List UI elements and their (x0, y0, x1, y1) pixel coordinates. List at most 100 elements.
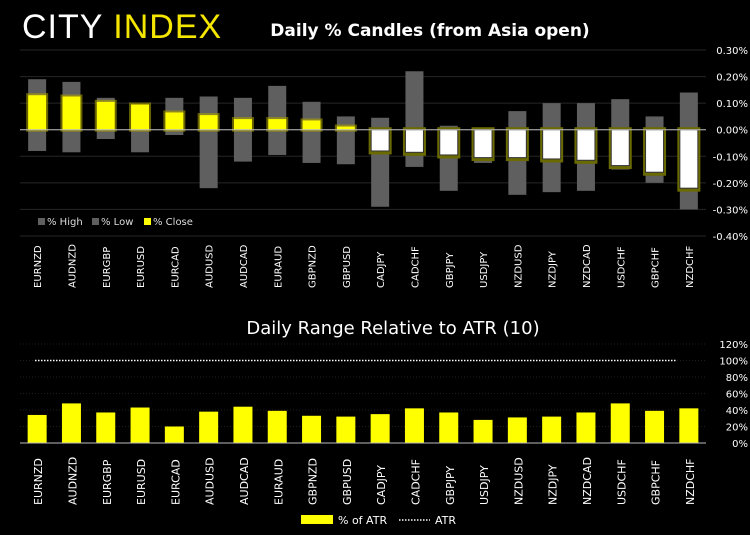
x-tick-label: USDCHF (615, 459, 628, 505)
atr-bar (645, 410, 665, 443)
x-tick-label: GBPNZD (308, 245, 319, 288)
x-tick-label: CADCHF (410, 246, 421, 288)
atr-bar (267, 410, 287, 443)
close-glow (437, 127, 461, 159)
x-tick-label: GBPJPY (445, 252, 456, 288)
close-bar (268, 119, 287, 130)
close-bar (679, 129, 699, 189)
city-index-logo: CITY INDEX (22, 8, 223, 46)
y-tick-label: 0.10% (716, 99, 748, 110)
y-tick-label: 60% (726, 390, 748, 401)
x-tick-label: AUDCAD (239, 244, 250, 288)
close-bar (165, 112, 184, 130)
x-tick-label: EURUSD (135, 459, 148, 505)
x-tick-label: GBPCHF (650, 460, 663, 505)
y-tick-label: 120% (719, 340, 748, 351)
legend-swatch (301, 515, 333, 524)
atr-bar (576, 412, 596, 443)
candles-title: Daily % Candles (from Asia open) (270, 21, 589, 41)
legend-swatch (92, 218, 99, 225)
y-tick-label: -0.30% (713, 205, 748, 216)
close-glow (574, 127, 598, 164)
x-tick-label: EURCAD (169, 459, 182, 505)
x-tick-label: CADCHF (409, 459, 422, 505)
y-tick-label: 0.00% (716, 126, 748, 137)
close-glow (26, 93, 49, 132)
atr-bar (370, 414, 390, 443)
close-bar (542, 129, 562, 160)
atr-bar (96, 412, 116, 443)
close-glow (540, 127, 564, 163)
x-tick-label: AUDUSD (204, 457, 217, 505)
atr-bar (542, 416, 562, 443)
x-tick-label: GBPUSD (341, 459, 354, 505)
x-tick-label: USDJPY (478, 465, 491, 505)
close-glow (266, 117, 289, 132)
close-glow (94, 99, 117, 132)
x-tick-label: AUDCAD (238, 457, 251, 505)
x-tick-label: EURNZD (32, 458, 45, 505)
x-tick-label: EURAUD (272, 459, 285, 505)
y-tick-label: -0.40% (713, 232, 748, 243)
atr-bar (302, 415, 322, 443)
high-low-bar (302, 101, 321, 163)
atr-bar (164, 426, 184, 443)
close-bar (336, 126, 355, 130)
legend-label: % of ATR (338, 514, 387, 527)
y-tick-label: 40% (726, 406, 748, 417)
x-tick-label: GBPUSD (342, 246, 353, 288)
close-bar (610, 129, 630, 167)
x-tick-label: EURCAD (170, 246, 181, 288)
legend-label: % Close (153, 217, 193, 228)
legend-swatch (144, 218, 151, 225)
close-bar (28, 95, 47, 130)
x-tick-label: EURGBP (101, 459, 114, 505)
close-glow (677, 127, 701, 192)
close-glow (643, 127, 667, 176)
y-tick-label: 0.30% (716, 46, 748, 57)
high-low-bar (199, 96, 218, 189)
close-glow (163, 110, 186, 132)
close-glow (300, 118, 323, 132)
atr-bar (439, 412, 459, 443)
atr-bar (233, 406, 253, 443)
close-glow (60, 94, 83, 132)
atr-bar (507, 417, 527, 443)
close-glow (129, 102, 152, 132)
atr-bar (27, 414, 47, 443)
x-tick-label: AUDNZD (66, 457, 79, 505)
close-bar (473, 129, 493, 159)
x-tick-label: NZDCAD (582, 244, 593, 288)
x-tick-label: EURGBP (102, 247, 113, 288)
y-tick-label: 0% (732, 439, 748, 450)
close-bar (233, 119, 252, 130)
x-tick-label: NZDCHF (684, 458, 697, 505)
atr-bar (61, 403, 81, 443)
close-bar (62, 96, 81, 130)
y-tick-label: 100% (719, 357, 748, 368)
close-glow (368, 127, 392, 155)
close-glow (471, 127, 495, 162)
close-glow (402, 127, 426, 156)
atr-bar (404, 408, 424, 443)
close-bar (302, 120, 321, 130)
close-bar (131, 104, 150, 130)
x-tick-label: USDCHF (616, 246, 627, 288)
x-tick-label: AUDNZD (67, 244, 78, 288)
x-tick-label: NZDCAD (581, 457, 594, 505)
atr-bar (199, 411, 219, 443)
close-glow (231, 117, 254, 132)
x-tick-label: EURUSD (136, 246, 147, 288)
x-tick-label: NZDJPY (548, 250, 559, 288)
x-tick-label: NZDUSD (512, 457, 525, 505)
y-tick-label: -0.10% (713, 152, 748, 163)
close-glow (334, 124, 357, 132)
x-tick-label: AUDUSD (205, 244, 216, 288)
close-glow (505, 127, 529, 162)
close-bar (404, 129, 424, 153)
atr-bar (473, 419, 493, 443)
x-tick-label: NZDCHF (685, 245, 696, 288)
x-tick-label: CADJPY (376, 251, 387, 288)
close-bar (439, 129, 459, 156)
